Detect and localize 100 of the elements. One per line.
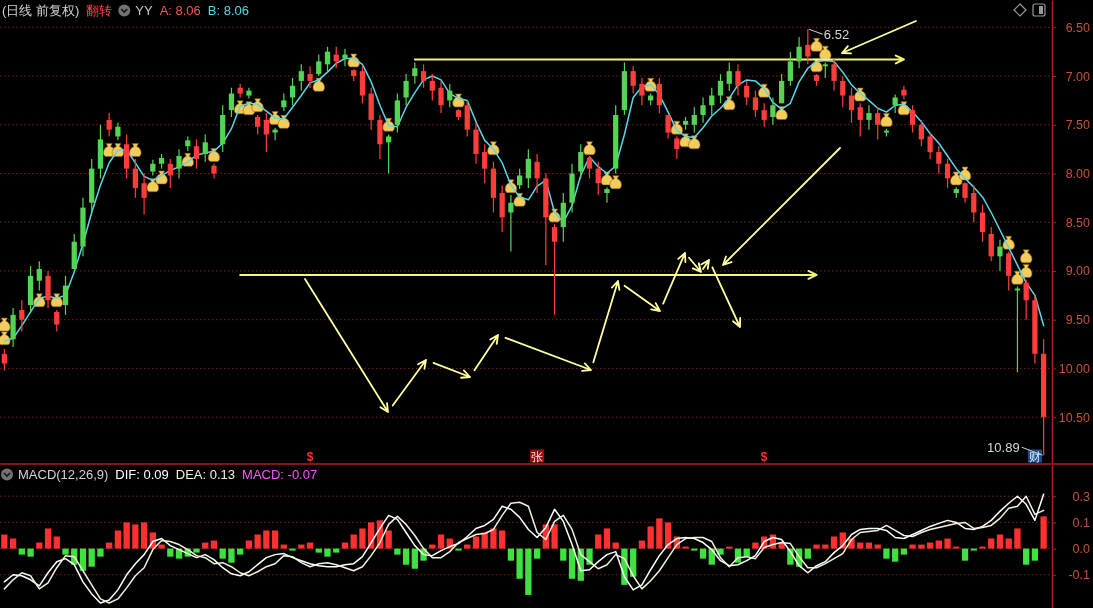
bar bbox=[996, 534, 1004, 549]
candlestick bbox=[1023, 279, 1029, 321]
bar bbox=[979, 546, 986, 549]
bar bbox=[533, 548, 541, 559]
point bbox=[810, 38, 823, 52]
bar bbox=[595, 534, 602, 549]
bar bbox=[62, 548, 69, 555]
bar bbox=[429, 544, 436, 549]
bar bbox=[612, 542, 619, 549]
y-tick-label: 8.50 bbox=[1065, 215, 1091, 230]
bar bbox=[481, 532, 488, 549]
annotation: 10.89 bbox=[987, 439, 1020, 455]
candlestick bbox=[289, 77, 296, 106]
bar bbox=[507, 548, 515, 561]
bar bbox=[341, 542, 349, 549]
point bbox=[207, 148, 221, 162]
candlestick bbox=[910, 104, 916, 134]
point bbox=[819, 45, 832, 60]
bar bbox=[499, 530, 506, 549]
candlestick bbox=[525, 148, 531, 189]
bar bbox=[437, 534, 445, 549]
point bbox=[277, 115, 290, 129]
candlestick bbox=[752, 90, 759, 118]
bar bbox=[140, 522, 148, 549]
point bbox=[452, 93, 465, 108]
bar bbox=[918, 544, 925, 549]
point bbox=[1020, 264, 1033, 278]
candlestick bbox=[54, 309, 60, 333]
bar bbox=[280, 544, 287, 549]
candlestick bbox=[1006, 250, 1012, 292]
y-tick-label: 7.50 bbox=[1065, 118, 1091, 133]
candlestick bbox=[962, 181, 968, 204]
bar bbox=[603, 528, 611, 549]
point bbox=[1020, 249, 1033, 264]
annotation: 财 bbox=[1028, 450, 1041, 463]
bar bbox=[114, 530, 122, 549]
bar bbox=[271, 530, 279, 549]
candlestick bbox=[848, 87, 855, 124]
bar bbox=[167, 548, 174, 557]
candlestick bbox=[36, 260, 42, 292]
bar bbox=[411, 548, 418, 569]
candlestick bbox=[604, 186, 610, 204]
bar bbox=[228, 548, 235, 563]
bar bbox=[490, 528, 497, 549]
candlestick bbox=[106, 112, 112, 138]
point bbox=[775, 106, 788, 120]
candlestick bbox=[971, 184, 977, 223]
bar bbox=[699, 548, 707, 559]
bar bbox=[158, 544, 165, 549]
bar bbox=[219, 548, 226, 559]
bar bbox=[333, 548, 340, 553]
bar bbox=[44, 528, 52, 549]
annotation: YY bbox=[135, 3, 153, 18]
bar bbox=[822, 544, 829, 549]
candlestick bbox=[176, 148, 182, 179]
bar bbox=[315, 548, 322, 553]
bar bbox=[289, 548, 296, 551]
bar bbox=[551, 524, 558, 549]
candlestick bbox=[726, 61, 732, 92]
bar bbox=[752, 542, 759, 549]
candlestick bbox=[918, 119, 924, 147]
bar bbox=[18, 548, 25, 555]
candlestick bbox=[62, 275, 69, 316]
y-tick-label: 0.3 bbox=[1072, 489, 1091, 504]
candlestick bbox=[927, 131, 933, 160]
y-tick-label: 10.00 bbox=[1058, 361, 1091, 376]
bar bbox=[88, 548, 95, 567]
bar bbox=[455, 548, 462, 551]
candlestick bbox=[796, 36, 802, 69]
bar bbox=[210, 540, 218, 549]
chart-title: (日线 前复权) bbox=[2, 3, 80, 18]
y-tick-label: 8.00 bbox=[1065, 167, 1091, 181]
candlestick bbox=[595, 161, 601, 196]
bar bbox=[9, 538, 17, 549]
bar bbox=[1031, 548, 1039, 561]
bar bbox=[1014, 528, 1021, 549]
candlestick bbox=[674, 135, 680, 160]
bar bbox=[726, 546, 733, 549]
bar bbox=[132, 524, 139, 549]
candlestick bbox=[840, 75, 846, 108]
candlestick bbox=[324, 46, 331, 72]
point bbox=[609, 175, 622, 190]
annotation: $ bbox=[306, 449, 314, 464]
bar bbox=[682, 546, 689, 549]
bar bbox=[865, 542, 873, 549]
bar bbox=[944, 538, 951, 549]
candlestick bbox=[805, 28, 811, 65]
candlestick bbox=[272, 127, 278, 141]
candlestick bbox=[944, 158, 951, 189]
annotation: A: 8.06 bbox=[159, 3, 201, 18]
chart-title: MACD(12,26,9) bbox=[18, 467, 109, 482]
bar bbox=[953, 546, 960, 549]
bar bbox=[926, 542, 934, 549]
bar bbox=[516, 548, 523, 579]
bar bbox=[900, 548, 908, 555]
candlestick bbox=[988, 226, 994, 262]
bar bbox=[306, 542, 314, 549]
candlestick bbox=[167, 158, 173, 189]
bar bbox=[691, 548, 698, 551]
bar bbox=[813, 544, 820, 549]
